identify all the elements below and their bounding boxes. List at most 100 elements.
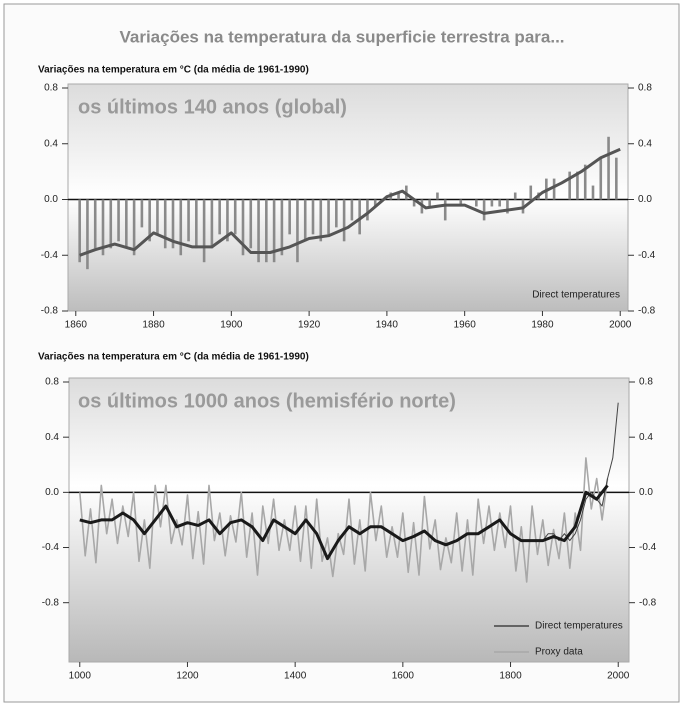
bar xyxy=(140,199,144,228)
bar xyxy=(319,199,323,242)
bar xyxy=(490,199,494,207)
y-tick-label: -0.4 xyxy=(41,250,59,261)
bar xyxy=(552,178,556,200)
bar xyxy=(327,199,330,235)
x-tick-label: 1800 xyxy=(499,671,522,682)
x-tick-label: 2000 xyxy=(609,320,632,331)
bar xyxy=(187,199,190,242)
bar xyxy=(163,199,167,249)
legend-label: Direct temperatures xyxy=(535,621,623,632)
x-tick-label: 1980 xyxy=(531,320,554,331)
bar xyxy=(93,199,97,249)
bar xyxy=(171,199,175,249)
x-tick-label: 1600 xyxy=(392,671,415,682)
y-tick-label: 0.8 xyxy=(44,83,58,94)
y-tick-label-right: -0.4 xyxy=(639,542,657,553)
y-axis-label: Variações na temperatura em °C (da média… xyxy=(38,65,309,76)
bar xyxy=(132,199,136,256)
bar xyxy=(195,199,198,249)
bar xyxy=(156,199,159,235)
page-title: Variações na temperatura da superficie t… xyxy=(119,27,564,46)
bar xyxy=(506,199,509,214)
y-axis-label: Variações na temperatura em °C (da média… xyxy=(38,352,309,363)
x-tick-label: 1920 xyxy=(298,320,321,331)
bar xyxy=(218,199,221,235)
bar xyxy=(599,157,603,200)
line xyxy=(79,457,609,583)
y-tick-label: -0.8 xyxy=(42,597,60,608)
bar xyxy=(498,199,501,207)
annotation: Direct temperatures xyxy=(532,290,620,301)
bar xyxy=(358,199,361,235)
x-tick-label: 1900 xyxy=(220,320,243,331)
bar xyxy=(335,199,338,228)
bar xyxy=(373,199,377,207)
x-tick-label: 1000 xyxy=(69,671,92,682)
bar xyxy=(241,199,245,256)
y-tick-label-right: 0.8 xyxy=(639,377,653,388)
bar xyxy=(125,199,128,249)
bar xyxy=(280,199,284,256)
subtitle: os últimos 1000 anos (hemisfério norte) xyxy=(78,390,456,412)
y-tick-label: 0.0 xyxy=(45,487,59,498)
x-tick-label: 1860 xyxy=(65,320,88,331)
x-tick-label: 1940 xyxy=(376,320,399,331)
bar xyxy=(86,199,89,270)
bar xyxy=(117,199,120,242)
bar xyxy=(568,171,571,200)
bar xyxy=(591,185,595,200)
x-tick-label: 1960 xyxy=(454,320,477,331)
bar xyxy=(288,199,291,235)
y-tick-label: -0.4 xyxy=(42,542,60,553)
line xyxy=(79,484,609,561)
y-tick-label-right: -0.8 xyxy=(639,597,657,608)
plot-background xyxy=(68,377,630,663)
x-tick-label: 2000 xyxy=(607,671,630,682)
bar xyxy=(482,199,486,221)
subtitle: os últimos 140 anos (global) xyxy=(78,96,347,118)
bar xyxy=(428,199,431,207)
bar xyxy=(529,185,533,200)
bar xyxy=(272,199,276,263)
bar xyxy=(226,199,229,242)
bar xyxy=(576,171,579,200)
bar xyxy=(249,199,253,249)
bar xyxy=(412,199,416,207)
y-tick-label: -0.8 xyxy=(41,306,59,317)
bar xyxy=(233,199,237,235)
bar xyxy=(101,199,105,256)
legend-label: Proxy data xyxy=(535,647,583,658)
bar xyxy=(78,199,81,263)
bar xyxy=(202,199,206,263)
bar xyxy=(210,199,214,249)
bar xyxy=(303,199,307,242)
bar xyxy=(607,136,610,200)
y-tick-label-right: 0.4 xyxy=(638,138,652,149)
bar xyxy=(342,199,346,242)
y-tick-label-right: -0.4 xyxy=(638,250,656,261)
bar xyxy=(350,199,354,221)
bar xyxy=(475,199,478,207)
bar xyxy=(257,199,260,263)
x-tick-label: 1880 xyxy=(142,320,165,331)
bar xyxy=(148,199,151,242)
bar xyxy=(443,199,447,221)
y-tick-label-right: 0.8 xyxy=(638,83,652,94)
y-tick-label: 0.8 xyxy=(45,377,59,388)
y-tick-label-right: -0.8 xyxy=(638,306,656,317)
y-tick-label: 0.0 xyxy=(44,194,58,205)
line xyxy=(79,147,621,257)
bar xyxy=(513,192,517,200)
y-tick-label-right: 0.0 xyxy=(638,194,652,205)
y-tick-label: 0.4 xyxy=(45,432,59,443)
bar xyxy=(296,199,299,263)
y-tick-label: 0.4 xyxy=(44,138,58,149)
x-tick-label: 1400 xyxy=(284,671,307,682)
bar xyxy=(459,199,463,207)
bar xyxy=(109,199,113,249)
bar xyxy=(311,199,315,235)
bar xyxy=(436,192,439,200)
bar xyxy=(615,157,618,200)
